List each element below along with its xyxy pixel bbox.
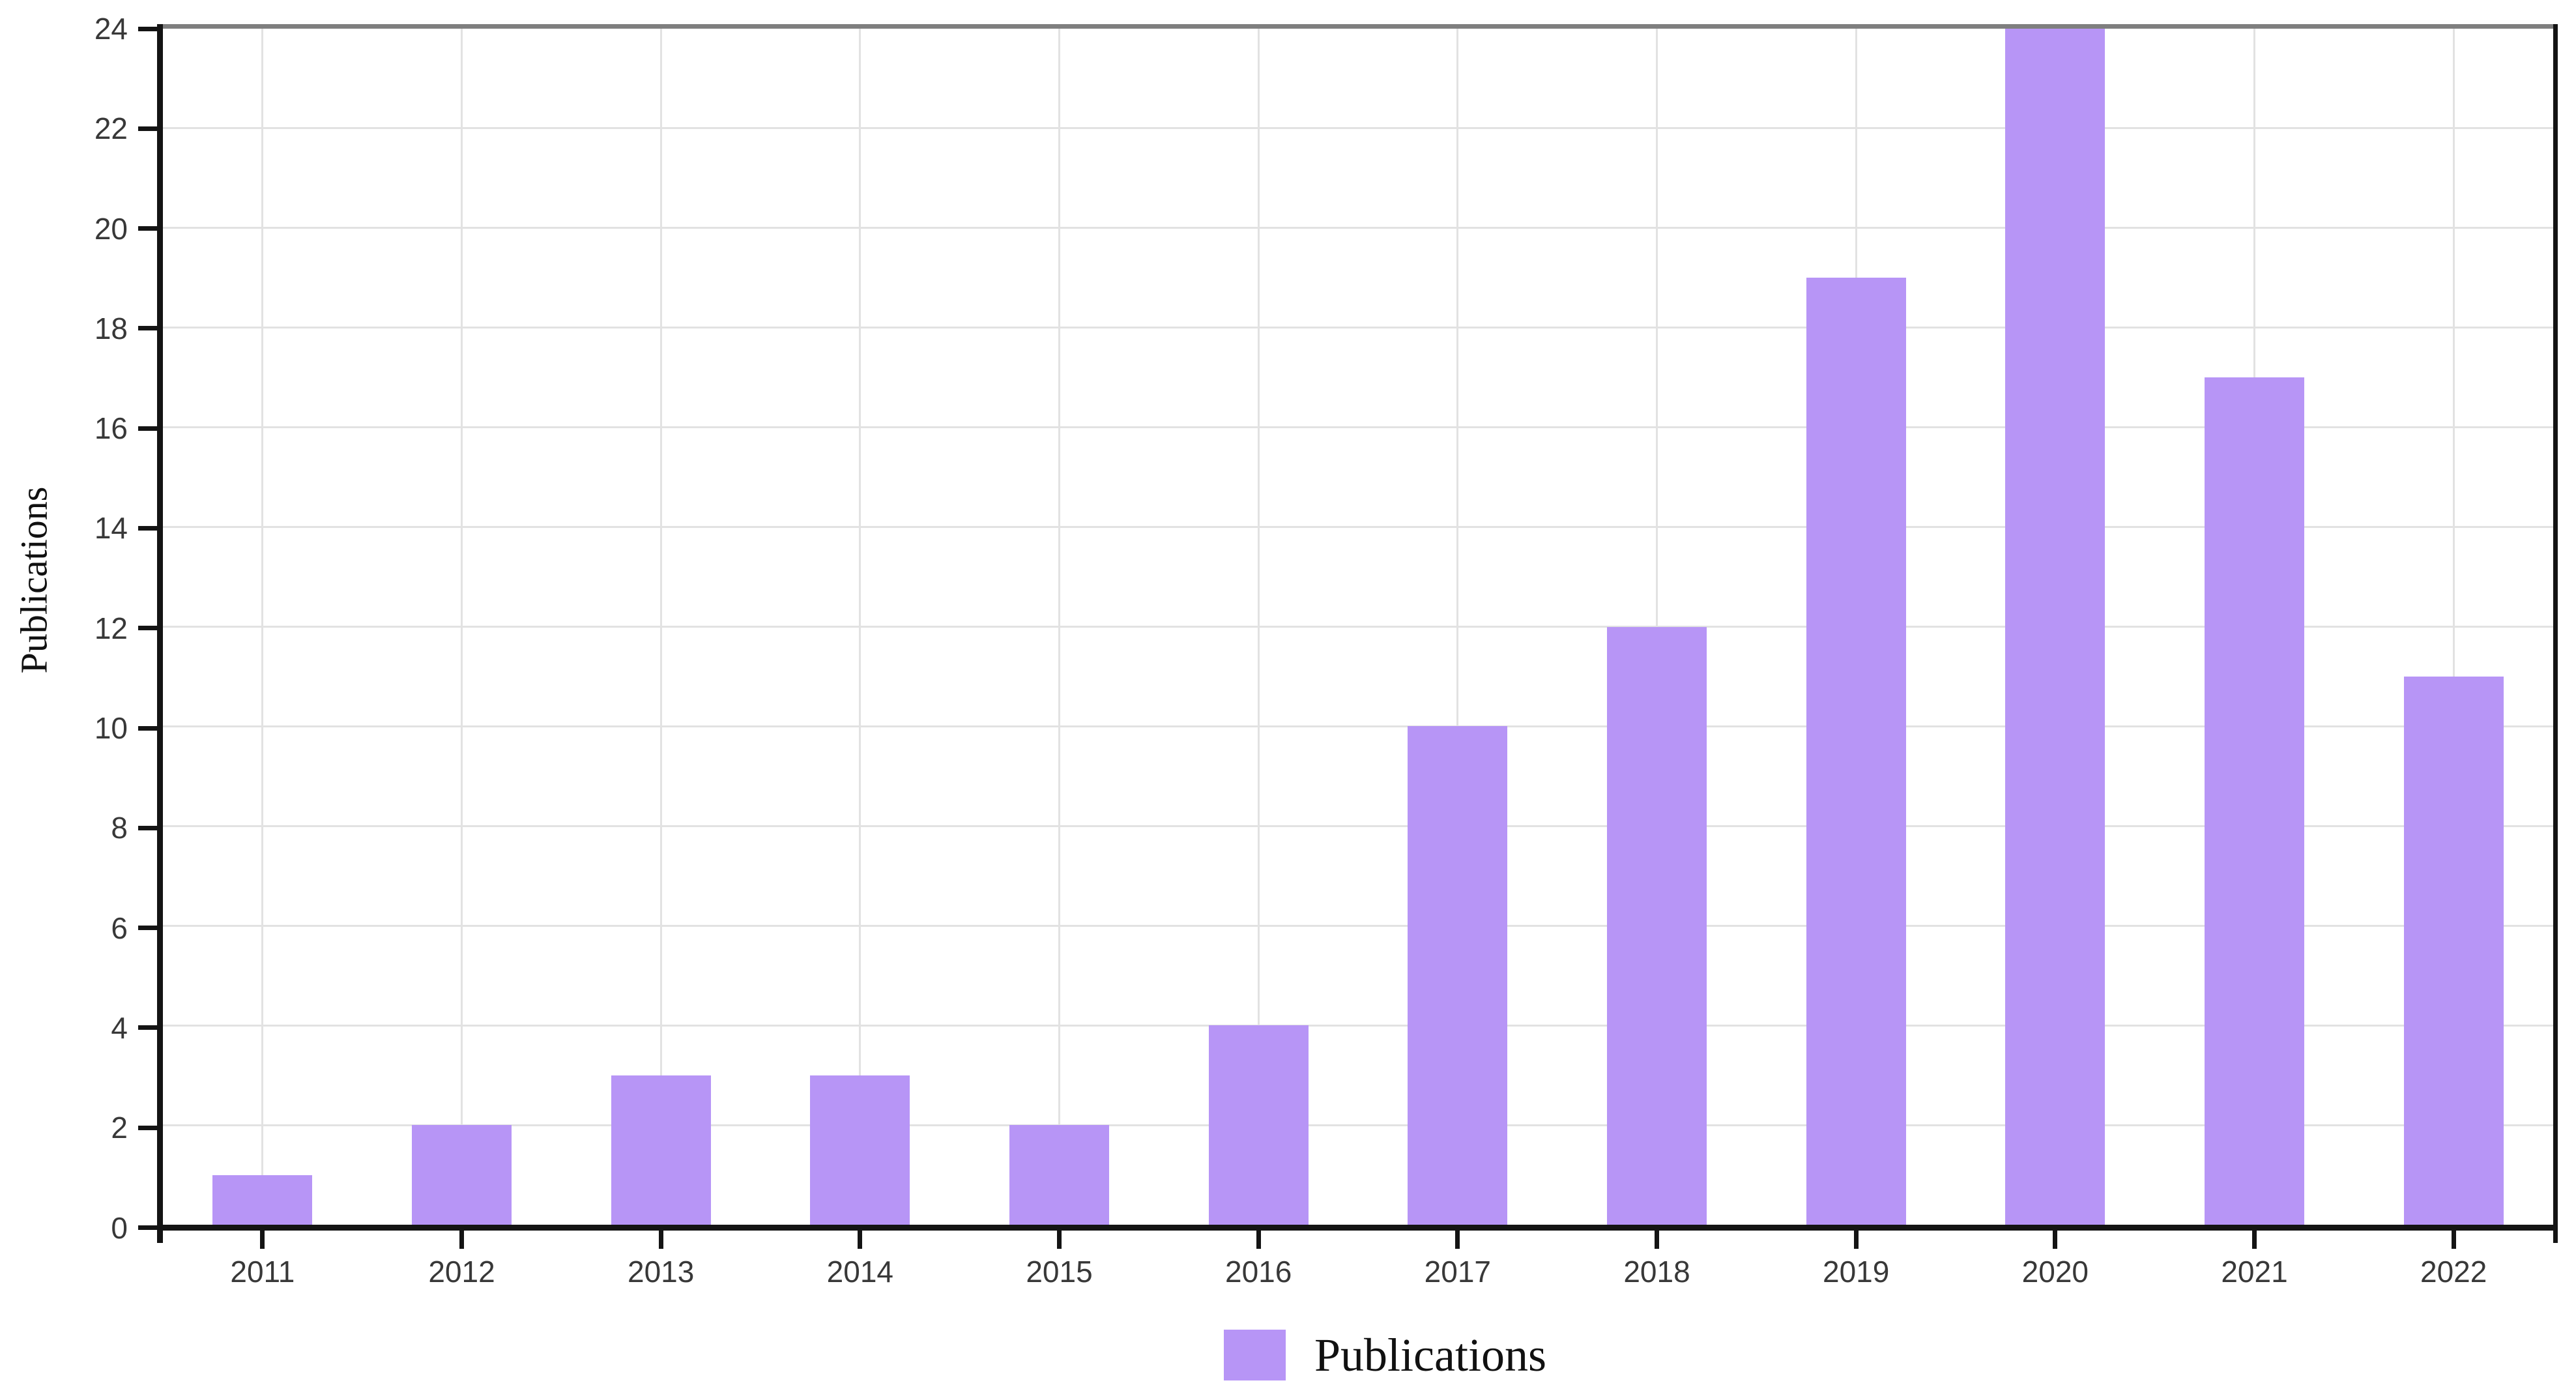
y-tick-label: 16: [94, 411, 128, 446]
y-tick-mark: [138, 426, 163, 431]
x-tick-label: 2017: [1424, 1255, 1491, 1289]
v-gridline: [659, 29, 662, 1225]
h-gridline: [163, 426, 2553, 429]
y-tick-label: 24: [94, 12, 128, 46]
x-tick-mark: [658, 1231, 663, 1249]
x-tick-label: 2019: [1822, 1255, 1890, 1289]
bar-2014: [810, 1075, 910, 1225]
y-axis-line: [157, 24, 163, 1243]
bar-2020: [2005, 29, 2106, 1225]
x-tick-mark: [2252, 1231, 2257, 1249]
y-tick-mark: [138, 825, 163, 830]
x-tick-mark: [2451, 1231, 2456, 1249]
y-tick-mark: [138, 725, 163, 731]
y-tick-mark: [138, 1025, 163, 1030]
v-gridline: [1058, 29, 1060, 1225]
y-tick-label: 8: [111, 811, 128, 845]
y-axis-title: Publications: [12, 486, 55, 674]
y-tick-label: 2: [111, 1111, 128, 1145]
x-axis-line: [157, 1225, 2558, 1231]
y-tick-mark: [138, 26, 163, 31]
legend-swatch: [1224, 1330, 1286, 1380]
v-gridline: [2452, 29, 2455, 1225]
x-tick-mark: [459, 1231, 464, 1249]
h-gridline: [163, 1024, 2553, 1027]
x-tick-mark: [2053, 1231, 2058, 1249]
x-tick-mark: [1057, 1231, 1062, 1249]
y-tick-mark: [138, 1225, 163, 1230]
h-gridline: [163, 825, 2553, 827]
bar-2021: [2205, 377, 2304, 1225]
y-tick-label: 14: [94, 511, 128, 546]
bar-2015: [1009, 1125, 1109, 1225]
x-tick-label: 2020: [2021, 1255, 2089, 1289]
x-tick-label: 2016: [1224, 1255, 1292, 1289]
bar-2017: [1408, 726, 1508, 1225]
v-gridline: [461, 29, 463, 1225]
y-tick-mark: [138, 1125, 163, 1130]
y-tick-mark: [138, 926, 163, 931]
y-tick-label: 6: [111, 911, 128, 945]
bar-2016: [1208, 1025, 1309, 1225]
h-gridline: [163, 626, 2553, 628]
v-gridline: [1257, 29, 1260, 1225]
h-gridline: [163, 924, 2553, 927]
y-tick-mark: [138, 326, 163, 331]
v-gridline: [1456, 29, 1459, 1225]
y-tick-label: 12: [94, 611, 128, 645]
bar-2011: [212, 1175, 313, 1225]
x-tick-label: 2022: [2420, 1255, 2487, 1289]
legend-label: Publications: [1314, 1329, 1546, 1381]
h-gridline: [163, 1124, 2553, 1126]
bar-2019: [1806, 278, 1906, 1225]
plot-right-border: [2553, 24, 2558, 1243]
x-tick-label: 2013: [627, 1255, 695, 1289]
plot-area: [163, 29, 2553, 1225]
y-tick-mark: [138, 126, 163, 131]
y-tick-label: 4: [111, 1010, 128, 1045]
v-gridline: [859, 29, 861, 1225]
x-tick-label: 2021: [2221, 1255, 2288, 1289]
bar-2013: [611, 1075, 711, 1225]
x-tick-label: 2015: [1026, 1255, 1093, 1289]
x-tick-label: 2014: [826, 1255, 893, 1289]
x-tick-mark: [858, 1231, 863, 1249]
y-tick-label: 18: [94, 311, 128, 345]
bar-2012: [412, 1125, 512, 1225]
x-tick-mark: [1853, 1231, 1859, 1249]
y-tick-mark: [138, 226, 163, 231]
h-gridline: [163, 227, 2553, 229]
x-tick-label: 2011: [230, 1255, 295, 1289]
x-tick-label: 2018: [1623, 1255, 1690, 1289]
plot-top-border: [157, 24, 2558, 29]
h-gridline: [163, 526, 2553, 529]
y-tick-label: 10: [94, 711, 128, 746]
y-tick-label: 22: [94, 111, 128, 146]
h-gridline: [163, 725, 2553, 727]
x-tick-mark: [1655, 1231, 1659, 1249]
y-tick-label: 0: [111, 1210, 128, 1245]
x-tick-mark: [260, 1231, 265, 1249]
h-gridline: [163, 127, 2553, 130]
y-tick-label: 20: [94, 211, 128, 246]
x-tick-mark: [1256, 1231, 1261, 1249]
bar-2022: [2403, 676, 2504, 1225]
x-tick-mark: [1455, 1231, 1460, 1249]
x-tick-label: 2012: [428, 1255, 495, 1289]
y-tick-mark: [138, 525, 163, 531]
v-gridline: [261, 29, 264, 1225]
legend: Publications: [1224, 1330, 1546, 1380]
h-gridline: [163, 327, 2553, 329]
y-tick-mark: [138, 626, 163, 631]
bar-2018: [1607, 626, 1707, 1225]
